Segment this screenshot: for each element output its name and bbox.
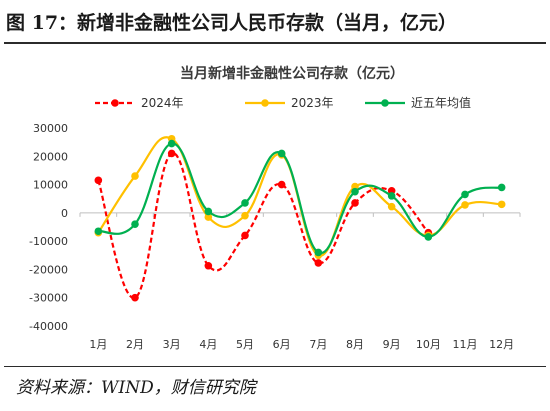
x-tick-label: 10月	[416, 338, 441, 351]
x-tick-label: 3月	[163, 338, 181, 351]
data-point	[314, 259, 323, 267]
data-point	[424, 233, 433, 241]
series-3	[94, 139, 506, 257]
data-point	[241, 231, 249, 240]
data-point	[314, 248, 323, 257]
top-rule	[4, 42, 546, 44]
y-tick-label: -40000	[29, 320, 68, 333]
legend-label: 2024年	[141, 96, 184, 110]
bottom-rule	[4, 366, 546, 367]
data-point	[167, 139, 176, 148]
data-point	[167, 149, 176, 158]
data-point	[497, 183, 506, 192]
data-point	[461, 190, 469, 199]
series-2	[94, 134, 506, 260]
legend-label: 2023年	[291, 96, 334, 110]
data-point	[204, 213, 213, 221]
x-tick-label: 1月	[89, 338, 107, 351]
data-point	[387, 202, 396, 211]
data-point	[131, 220, 139, 228]
y-axis: 30000 20000 10000 0 -10000 -20000 -30000 -40000	[29, 122, 68, 333]
data-point	[94, 176, 103, 185]
data-point	[241, 211, 249, 220]
x-tick-label: 6月	[273, 338, 291, 351]
chart-title: 当月新增非金融性公司存款（亿元）	[180, 65, 404, 82]
data-point	[351, 187, 359, 196]
data-point	[94, 227, 103, 236]
data-point	[241, 199, 249, 207]
series-line	[97, 136, 502, 257]
x-tick-label: 12月	[489, 338, 514, 351]
y-tick-label: 20000	[33, 150, 68, 163]
data-point	[497, 200, 506, 209]
x-tick-label: 5月	[236, 338, 254, 351]
data-point	[387, 192, 396, 200]
x-tick-label: 9月	[383, 338, 401, 351]
y-tick-label: -10000	[29, 235, 68, 248]
legend-swatch-marker	[381, 99, 389, 107]
x-tick-label: 7月	[309, 338, 327, 351]
legend-label: 近五年均值	[411, 95, 471, 110]
data-point	[461, 201, 469, 209]
legend-swatch-marker	[261, 99, 269, 107]
data-point	[351, 199, 359, 207]
data-point	[277, 149, 286, 158]
data-point	[277, 180, 286, 189]
x-tick-label: 4月	[199, 338, 217, 351]
y-tick-label: -20000	[29, 263, 68, 276]
chart-legend: 2024年 2023年 近五年均值	[95, 95, 471, 110]
series-group	[94, 134, 506, 302]
data-point	[131, 172, 139, 180]
source-note: 资料来源：WIND，财信研究院	[16, 378, 256, 398]
y-tick-label: 10000	[33, 179, 68, 192]
data-point	[131, 293, 139, 302]
legend-swatch-marker	[111, 99, 119, 107]
data-point	[204, 261, 213, 270]
data-point	[204, 207, 213, 216]
y-tick-label: 30000	[33, 122, 68, 135]
series-1	[94, 149, 433, 302]
x-tick-label: 11月	[453, 338, 478, 351]
figure-title: 图 17：新增非金融性公司人民币存款（当月，亿元）	[6, 12, 458, 34]
y-tick-label: 0	[61, 207, 68, 220]
series-line	[97, 152, 430, 299]
line-chart: 当月新增非金融性公司存款（亿元） 2024年 2023年 近五年均值 30000 20…	[29, 65, 521, 351]
x-tick-label: 8月	[346, 338, 364, 351]
x-tick-label: 2月	[126, 338, 144, 351]
x-axis: 1月 2月 3月 4月 5月 6月 7月 8月 9月 10月 11月 12月	[79, 212, 521, 351]
y-tick-label: -30000	[29, 292, 68, 305]
